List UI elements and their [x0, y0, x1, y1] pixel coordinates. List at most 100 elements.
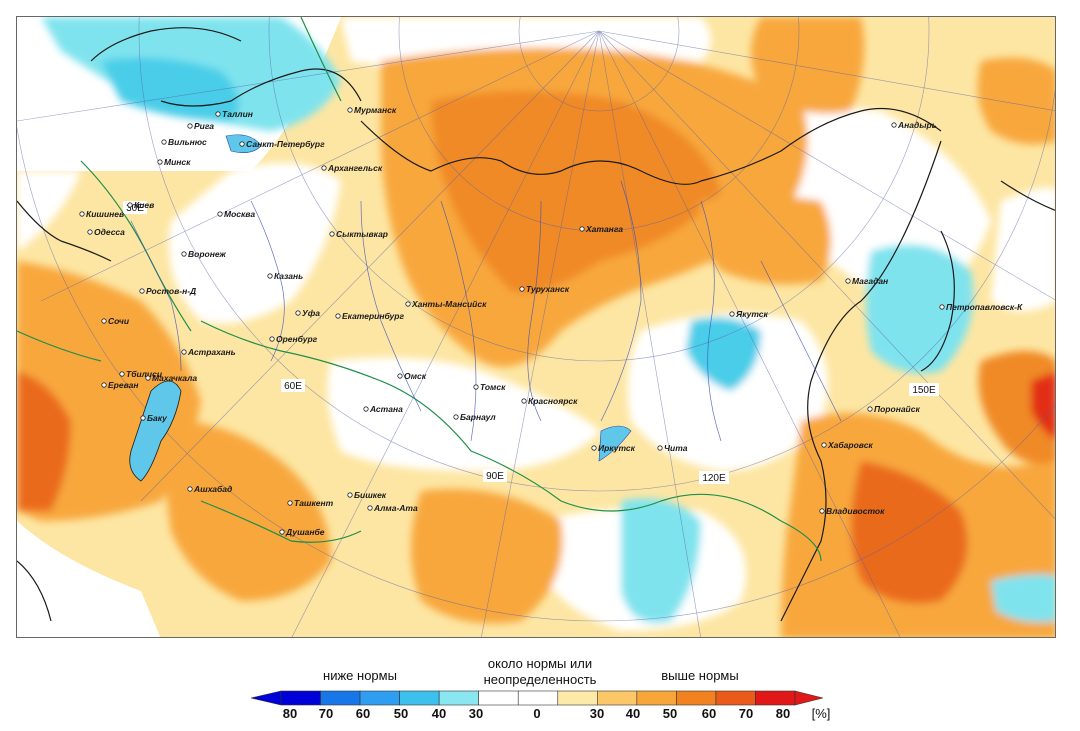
city-dot	[140, 415, 146, 421]
meridian-label: 150E	[912, 385, 936, 396]
city-label: Вильнюс	[168, 137, 207, 147]
city-dot	[453, 414, 459, 420]
city-dot	[845, 278, 851, 284]
city-dot	[321, 165, 327, 171]
city-label: Магадан	[852, 276, 888, 286]
city-label: Баку	[147, 413, 168, 423]
city-dot	[217, 211, 223, 217]
city-label: Казань	[274, 271, 303, 281]
legend-tick-label: 60	[701, 706, 717, 721]
legend-unit: [%]	[811, 706, 831, 721]
city-label: Санкт-Петербург	[246, 139, 325, 149]
city-label: Туруханск	[526, 284, 570, 294]
city-dot	[127, 202, 133, 208]
city-label: Воронеж	[188, 249, 226, 259]
legend-tick-label: 60	[355, 706, 371, 721]
city-dot	[867, 406, 873, 412]
city-label: Сыктывкар	[336, 229, 388, 239]
meridian-labels: 30E 60E 90E 120E 150E	[123, 201, 939, 484]
city-label: Махачкала	[152, 373, 197, 383]
meridian-label: 90E	[486, 471, 504, 482]
city-label: Москва	[224, 209, 255, 219]
map-canvas: 30E 60E 90E 120E 150E Рига Таллин Мурманск…	[17, 17, 1055, 637]
city-dot	[347, 492, 353, 498]
city-dot	[657, 445, 663, 451]
legend-above-label: выше нормы	[661, 668, 739, 683]
legend-near-label-line2: неопределенность	[483, 672, 597, 687]
city-label: Астрахань	[187, 347, 236, 357]
city-label: Астана	[369, 404, 403, 414]
city-dot	[269, 336, 275, 342]
city-label: Петропавловск-К	[946, 302, 1023, 312]
city-dot	[729, 311, 735, 317]
city-label: Красноярск	[528, 396, 578, 406]
lake-baikal	[598, 425, 632, 462]
legend-tick-label: 70	[318, 706, 334, 721]
city-dot	[473, 384, 479, 390]
city-dot	[157, 159, 163, 165]
city-dot	[405, 301, 411, 307]
city-dot	[145, 375, 151, 381]
legend-tick-label: 40	[431, 706, 447, 721]
city-label: Уфа	[302, 308, 320, 318]
city-dot	[187, 123, 193, 129]
city-label: Чита	[664, 443, 688, 453]
city-label: Сочи	[108, 316, 130, 326]
city-dot	[139, 288, 145, 294]
forecast-map: 30E 60E 90E 120E 150E Рига Таллин Мурманск…	[16, 16, 1056, 638]
city-dot	[239, 141, 245, 147]
city-dot	[87, 229, 93, 235]
city-label: Ростов-н-Д	[146, 286, 196, 296]
city-label: Архангельск	[327, 163, 383, 173]
city-dot	[181, 251, 187, 257]
city-label: Тбилиси	[126, 369, 163, 379]
city-label: Ташкент	[294, 498, 334, 508]
city-dot	[161, 139, 167, 145]
city-label: Кишинев	[86, 209, 124, 219]
city-dot	[329, 231, 335, 237]
city-label: Мурманск	[354, 105, 397, 115]
city-dot	[187, 486, 193, 492]
legend-tick-label: 30	[589, 706, 605, 721]
projection-edge	[17, 521, 161, 637]
meridian-label: 60E	[284, 381, 302, 392]
city-label: Минск	[164, 157, 191, 167]
city-label: Иркутск	[598, 443, 636, 453]
city-dot	[579, 226, 585, 232]
city-dot	[347, 107, 353, 113]
city-label: Ереван	[108, 380, 138, 390]
city-label: Омск	[404, 371, 427, 381]
legend-below-label: ниже нормы	[323, 668, 397, 683]
city-label: Анадырь	[897, 120, 937, 130]
legend-tick-label: 40	[625, 706, 641, 721]
city-markers: Рига Таллин Мурманск Вильнюс Санкт-Петербург…	[79, 105, 1023, 537]
legend-tick-label: 70	[738, 706, 754, 721]
city-dot	[119, 371, 125, 377]
city-dot	[891, 122, 897, 128]
city-label: Бишкек	[354, 490, 387, 500]
city-dot	[591, 445, 597, 451]
rivers	[130, 180, 842, 442]
city-label: Барнаул	[460, 412, 496, 422]
city-dot	[287, 500, 293, 506]
city-dot	[295, 310, 301, 316]
coastlines	[17, 27, 1055, 622]
city-label: Томск	[480, 382, 506, 392]
city-dot	[819, 508, 825, 514]
legend-tick-label: 0	[533, 706, 541, 721]
legend-near-label-line1: около нормы или	[487, 656, 593, 671]
city-dot	[101, 382, 107, 388]
city-label: Рига	[194, 121, 214, 131]
city-dot	[521, 398, 527, 404]
city-label: Хабаровск	[827, 440, 873, 450]
city-dot	[181, 349, 187, 355]
city-dot	[939, 304, 945, 310]
city-dot	[215, 111, 221, 117]
legend-tick-label: 30	[468, 706, 484, 721]
legend-tick-label: 50	[393, 706, 409, 721]
city-label: Алма-Ата	[373, 503, 418, 513]
legend-tick-label: 80	[775, 706, 791, 721]
city-label: Поронайск	[874, 404, 920, 414]
legend-tick-label: 80	[282, 706, 298, 721]
city-dot	[397, 373, 403, 379]
